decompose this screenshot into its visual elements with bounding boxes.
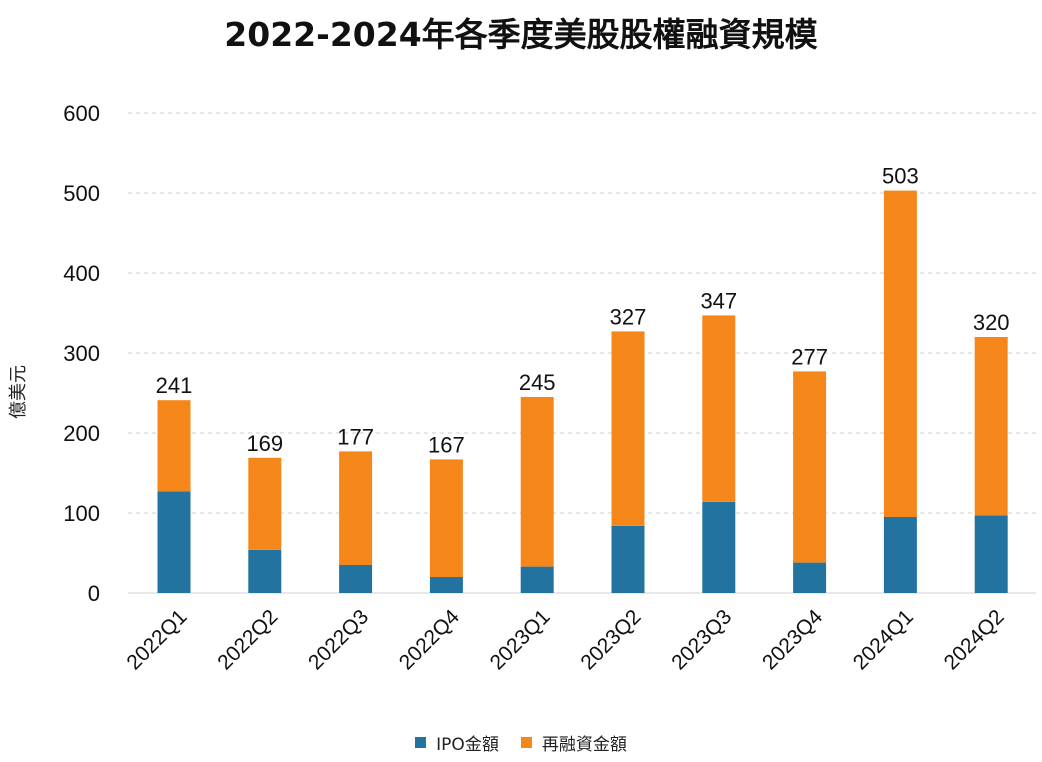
bar-refinancing[interactable] <box>793 371 827 563</box>
x-tick-label: 2023Q4 <box>758 605 827 674</box>
total-label: 169 <box>246 431 283 456</box>
bar-ipo[interactable] <box>793 562 827 593</box>
total-label: 245 <box>519 370 556 395</box>
legend-swatch-ipo <box>415 737 427 748</box>
total-label: 241 <box>156 373 193 398</box>
legend-label-ipo: IPO金額 <box>436 735 499 755</box>
y-axis-label: 億美元 <box>8 365 29 419</box>
x-tick-label: 2024Q2 <box>940 605 1009 674</box>
chart-title: 2022-2024年各季度美股股權融資規模 <box>224 15 818 54</box>
total-label: 320 <box>973 310 1010 335</box>
y-tick-label: 600 <box>63 101 100 126</box>
bar-refinancing[interactable] <box>248 457 282 550</box>
x-tick-label: 2023Q3 <box>667 605 736 674</box>
legend-swatch-refinancing <box>520 737 532 748</box>
y-tick-label: 100 <box>63 501 100 526</box>
bar-refinancing[interactable] <box>702 315 736 502</box>
y-tick-label: 500 <box>63 181 100 206</box>
y-axis-ticks: 0 100 200 300 400 500 600 <box>63 101 100 606</box>
x-tick-label: 2022Q2 <box>213 605 282 674</box>
x-tick-label: 2022Q4 <box>395 605 464 674</box>
y-tick-label: 300 <box>63 341 100 366</box>
x-tick-label: 2023Q1 <box>486 605 555 674</box>
bar-ipo[interactable] <box>974 515 1008 593</box>
bar-refinancing[interactable] <box>157 400 191 492</box>
bar-refinancing[interactable] <box>429 459 463 577</box>
x-tick-label: 2022Q1 <box>122 605 191 674</box>
bar-ipo[interactable] <box>611 525 645 593</box>
data-labels: 241 169 177 167 245 327 347 277 503 320 <box>156 164 1010 458</box>
bar-ipo[interactable] <box>248 549 282 593</box>
bar-ipo[interactable] <box>702 501 736 593</box>
y-tick-label: 0 <box>88 581 100 606</box>
bar-ipo[interactable] <box>157 491 191 593</box>
bar-ipo[interactable] <box>429 577 463 593</box>
legend: IPO金額 再融資金額 <box>0 730 1042 755</box>
legend-item-ipo[interactable]: IPO金額 <box>415 730 499 755</box>
bar-refinancing[interactable] <box>611 331 645 526</box>
bar-refinancing[interactable] <box>883 190 917 517</box>
total-label: 503 <box>882 164 919 189</box>
bar-refinancing[interactable] <box>974 337 1008 516</box>
x-tick-label: 2022Q3 <box>304 605 373 674</box>
total-label: 347 <box>700 288 737 313</box>
total-label: 167 <box>428 432 465 457</box>
bar-ipo[interactable] <box>520 566 554 593</box>
legend-label-refinancing: 再融資金額 <box>541 735 627 755</box>
bar-refinancing[interactable] <box>339 451 373 565</box>
y-tick-label: 200 <box>63 421 100 446</box>
bar-refinancing[interactable] <box>520 397 554 567</box>
total-label: 177 <box>337 424 374 449</box>
bars <box>157 190 1008 593</box>
bar-ipo[interactable] <box>339 565 373 593</box>
total-label: 327 <box>610 304 647 329</box>
x-tick-label: 2024Q1 <box>849 605 918 674</box>
bar-ipo[interactable] <box>883 517 917 593</box>
x-axis-ticks: 2022Q1 2022Q2 2022Q3 2022Q4 2023Q1 2023Q2 2023… <box>122 605 1008 674</box>
x-tick-label: 2023Q2 <box>576 605 645 674</box>
legend-item-refinancing[interactable]: 再融資金額 <box>520 730 627 755</box>
y-tick-label: 400 <box>63 261 100 286</box>
total-label: 277 <box>791 344 828 369</box>
